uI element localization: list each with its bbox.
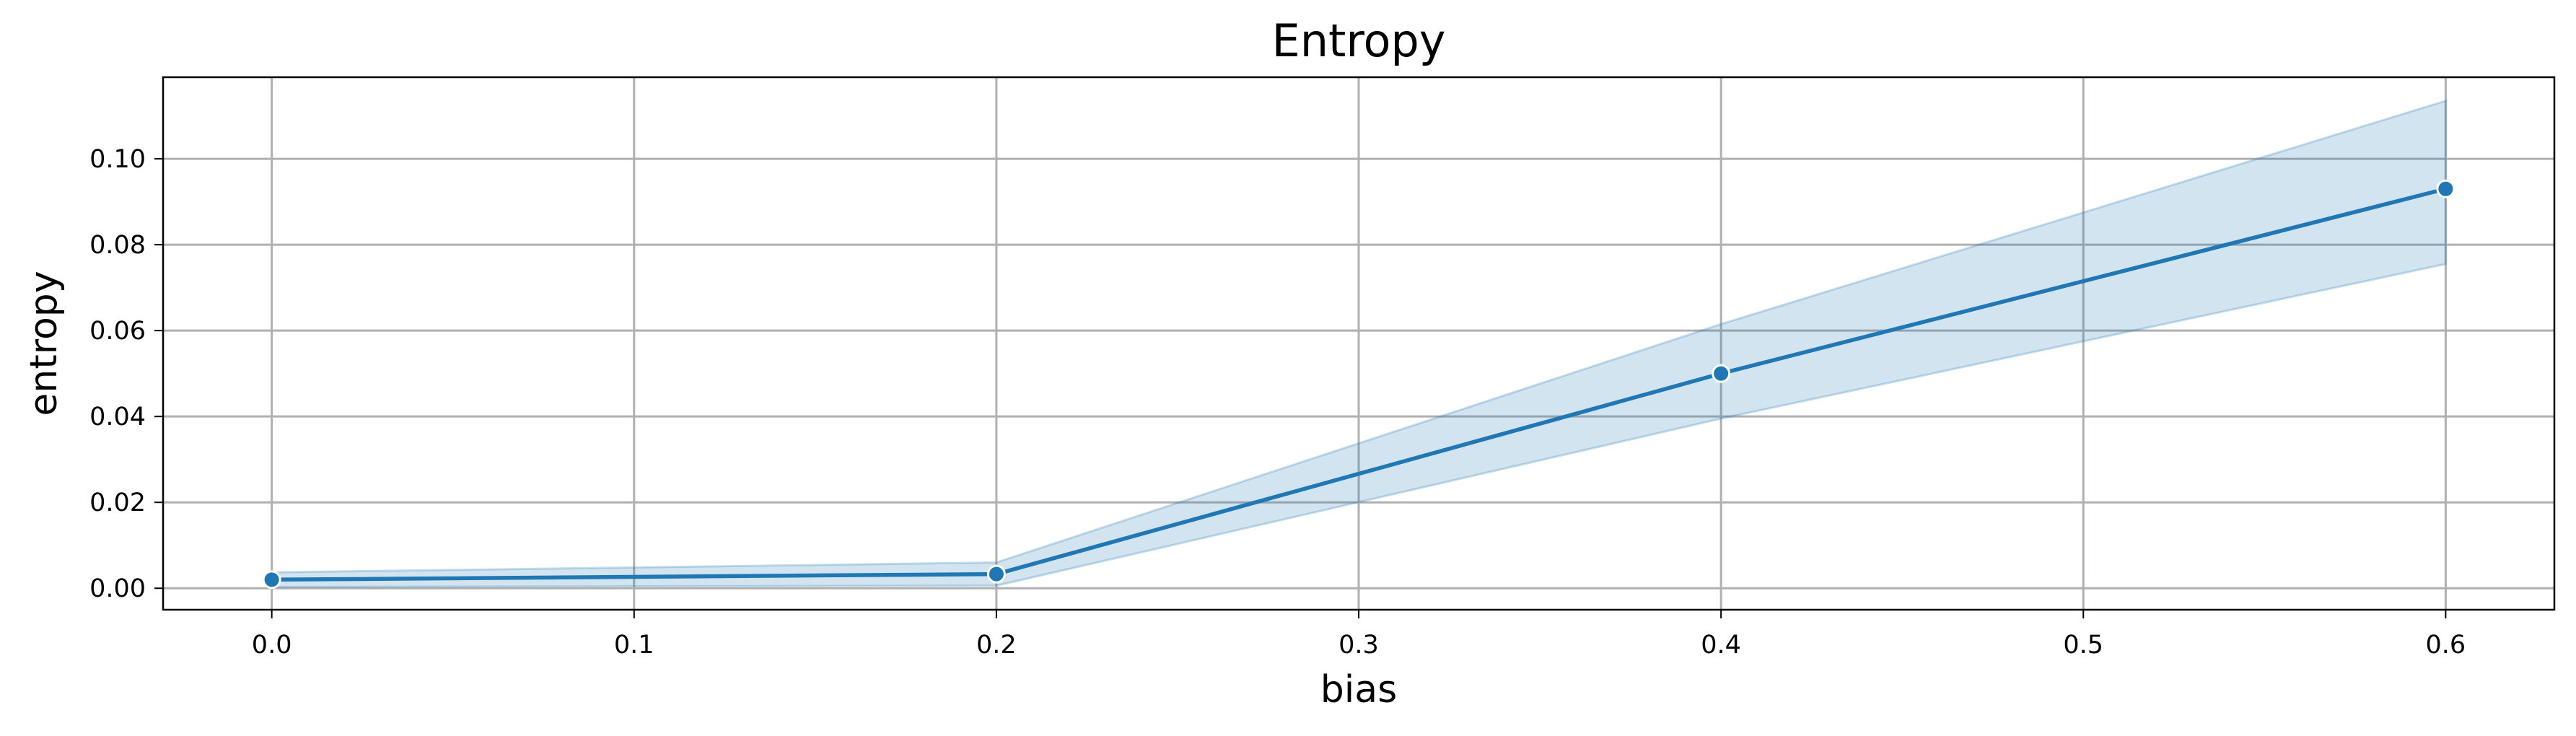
- data-point: [1712, 364, 1731, 383]
- y-tick-label: 0.02: [89, 489, 146, 517]
- series-line: [269, 186, 2448, 582]
- y-tick-label: 0.08: [89, 231, 146, 260]
- y-tick-label: 0.10: [89, 145, 146, 174]
- y-tick-label: 0.04: [89, 403, 146, 431]
- x-tick-label: 0.1: [614, 631, 654, 660]
- axis-ticks: 0.0 0.1 0.2 0.3 0.4 0.5 0.6 0.00 0.02 0.04 0.06 0.0…: [89, 145, 2466, 660]
- x-tick-label: 0.0: [252, 631, 292, 660]
- data-point: [262, 570, 281, 590]
- x-tick-label: 0.4: [1701, 631, 1741, 660]
- data-point: [2436, 179, 2455, 198]
- chart-title: Entropy: [1272, 14, 1446, 67]
- confidence-bands: [271, 99, 2447, 588]
- y-tick-label: 0.00: [89, 574, 146, 603]
- series-markers: [262, 179, 2455, 590]
- y-axis-label: entropy: [22, 271, 66, 416]
- x-tick-label: 0.3: [1339, 631, 1379, 660]
- y-tick-label: 0.06: [89, 317, 146, 346]
- x-tick-label: 0.5: [2063, 631, 2103, 660]
- x-tick-label: 0.2: [976, 631, 1017, 660]
- x-axis-label: bias: [1320, 668, 1397, 711]
- data-point: [986, 564, 1006, 584]
- series-lines: [269, 186, 2448, 582]
- x-tick-label: 0.6: [2426, 631, 2466, 660]
- confidence-band: [271, 99, 2447, 588]
- grid: [163, 77, 2554, 610]
